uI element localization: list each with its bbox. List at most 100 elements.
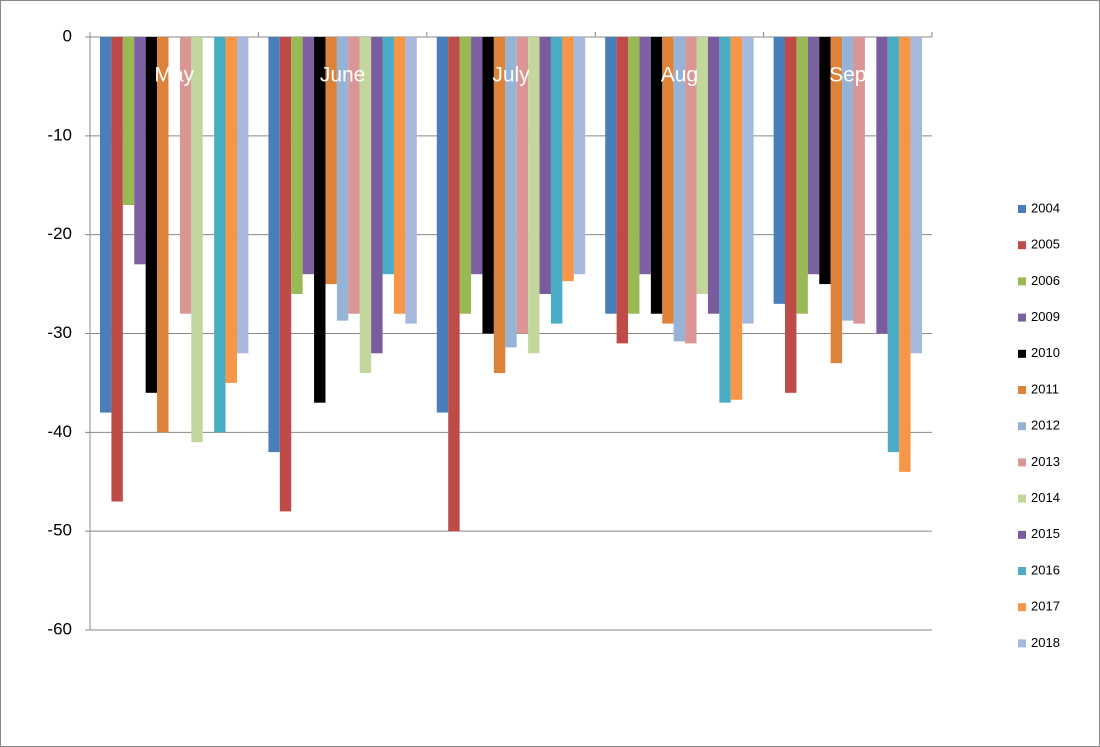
legend-label: 2011 <box>1031 381 1059 396</box>
legend-label: 2010 <box>1031 345 1060 360</box>
bar <box>842 37 854 321</box>
legend-swatch <box>1018 277 1026 286</box>
bar <box>325 37 337 285</box>
y-tick-label: -40 <box>47 422 72 441</box>
bar <box>191 37 203 443</box>
legend-label: 2013 <box>1031 454 1060 469</box>
legend-swatch <box>1018 241 1026 250</box>
y-tick-label: 0 <box>63 26 72 45</box>
bar <box>291 37 303 294</box>
bar <box>730 37 743 400</box>
legend-swatch <box>1018 386 1026 394</box>
legend-label: 2016 <box>1031 562 1060 577</box>
legend-label: 2018 <box>1031 635 1060 650</box>
bar <box>773 37 786 304</box>
bar <box>436 37 449 413</box>
x-tick-label: July <box>492 64 530 87</box>
bar <box>807 37 820 275</box>
bar <box>853 37 865 324</box>
bar <box>639 37 651 275</box>
legend-label: 2014 <box>1031 490 1060 505</box>
legend-label: 2005 <box>1031 237 1060 252</box>
bar <box>707 37 720 314</box>
bar <box>348 37 360 314</box>
y-tick-label: -50 <box>47 521 72 540</box>
bar <box>134 37 146 265</box>
bar <box>448 37 460 532</box>
legend-swatch <box>1018 205 1026 213</box>
y-tick-label: -20 <box>47 224 72 243</box>
legend-swatch <box>1018 639 1026 648</box>
bar <box>887 37 900 453</box>
bar <box>236 37 249 354</box>
x-tick-label: Aug <box>661 64 698 87</box>
bar <box>539 37 551 294</box>
legend-swatch <box>1018 530 1026 539</box>
legend-label: 2004 <box>1031 200 1060 215</box>
bar <box>516 37 529 334</box>
bar <box>145 37 158 393</box>
y-tick-label: -30 <box>47 323 72 342</box>
bar <box>482 37 494 334</box>
bar <box>785 37 797 393</box>
bar <box>673 37 686 342</box>
bar <box>696 37 708 294</box>
legend-swatch <box>1018 313 1026 322</box>
bar <box>471 37 483 275</box>
bar <box>819 37 831 285</box>
bar <box>371 37 383 354</box>
bar <box>528 37 540 354</box>
bar <box>910 37 922 354</box>
bar <box>359 37 372 374</box>
legend-label: 2017 <box>1031 599 1060 614</box>
bar <box>685 37 697 344</box>
bar <box>405 37 417 324</box>
x-tick-label: June <box>320 64 366 87</box>
bar <box>830 37 843 364</box>
legend-swatch <box>1018 567 1026 575</box>
bar <box>157 37 169 433</box>
bar <box>336 37 349 321</box>
bar <box>662 37 674 324</box>
bar <box>393 37 406 314</box>
bar <box>899 37 911 472</box>
x-tick-label: May <box>154 64 194 87</box>
legend-swatch <box>1018 494 1026 503</box>
bar <box>382 37 394 275</box>
bar <box>314 37 326 403</box>
bar <box>111 37 123 502</box>
bar <box>225 37 237 383</box>
legend-swatch <box>1018 422 1026 431</box>
y-tick-label: -60 <box>47 619 72 638</box>
bar <box>214 37 226 433</box>
bar <box>268 37 280 453</box>
bar <box>742 37 754 324</box>
legend-swatch <box>1018 458 1026 467</box>
bar <box>550 37 563 324</box>
y-tick-label: -10 <box>47 125 72 144</box>
bar <box>616 37 629 344</box>
bar <box>100 37 112 413</box>
bar <box>279 37 292 512</box>
bar <box>605 37 617 314</box>
bar <box>122 37 135 206</box>
bar <box>650 37 663 314</box>
bar <box>719 37 731 403</box>
bar <box>505 37 517 348</box>
bar <box>628 37 640 314</box>
legend-swatch <box>1018 603 1026 612</box>
legend-label: 2006 <box>1031 273 1060 288</box>
bar <box>573 37 586 275</box>
bar <box>796 37 808 314</box>
legend-label: 2015 <box>1031 526 1060 541</box>
bar <box>302 37 315 275</box>
bar <box>562 37 574 282</box>
legend-label: 2012 <box>1031 418 1060 433</box>
bar <box>493 37 506 374</box>
bar <box>876 37 888 334</box>
bar <box>459 37 472 314</box>
bar <box>179 37 192 314</box>
legend-label: 2009 <box>1031 309 1060 324</box>
